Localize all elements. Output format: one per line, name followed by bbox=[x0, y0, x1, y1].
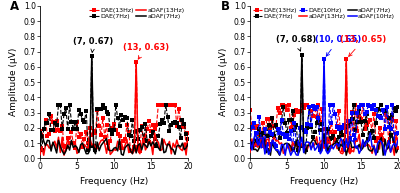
Y-axis label: Amplitude (μV): Amplitude (μV) bbox=[9, 48, 18, 116]
Text: A: A bbox=[10, 0, 20, 13]
X-axis label: Frequency (Hz): Frequency (Hz) bbox=[290, 177, 358, 186]
Text: (7, 0.67): (7, 0.67) bbox=[73, 37, 114, 52]
Text: (10, 0.65): (10, 0.65) bbox=[315, 35, 362, 56]
Y-axis label: Amplitude (μV): Amplitude (μV) bbox=[219, 48, 228, 116]
Text: (13, 0.65): (13, 0.65) bbox=[340, 35, 386, 56]
Text: B: B bbox=[220, 0, 230, 13]
Text: (13, 0.63): (13, 0.63) bbox=[123, 43, 169, 59]
X-axis label: Frequency (Hz): Frequency (Hz) bbox=[80, 177, 148, 186]
Legend: DAE(13Hz), DAE(7Hz), DAE(10Hz), aDAF(13Hz), aDAF(7Hz), aDAF(10Hz): DAE(13Hz), DAE(7Hz), DAE(10Hz), aDAF(13H… bbox=[253, 7, 395, 19]
Legend: DAE(13Hz), DAE(7Hz), aDAF(13Hz), aDAF(7Hz): DAE(13Hz), DAE(7Hz), aDAF(13Hz), aDAF(7H… bbox=[88, 7, 185, 19]
Text: (7, 0.68): (7, 0.68) bbox=[276, 35, 316, 51]
